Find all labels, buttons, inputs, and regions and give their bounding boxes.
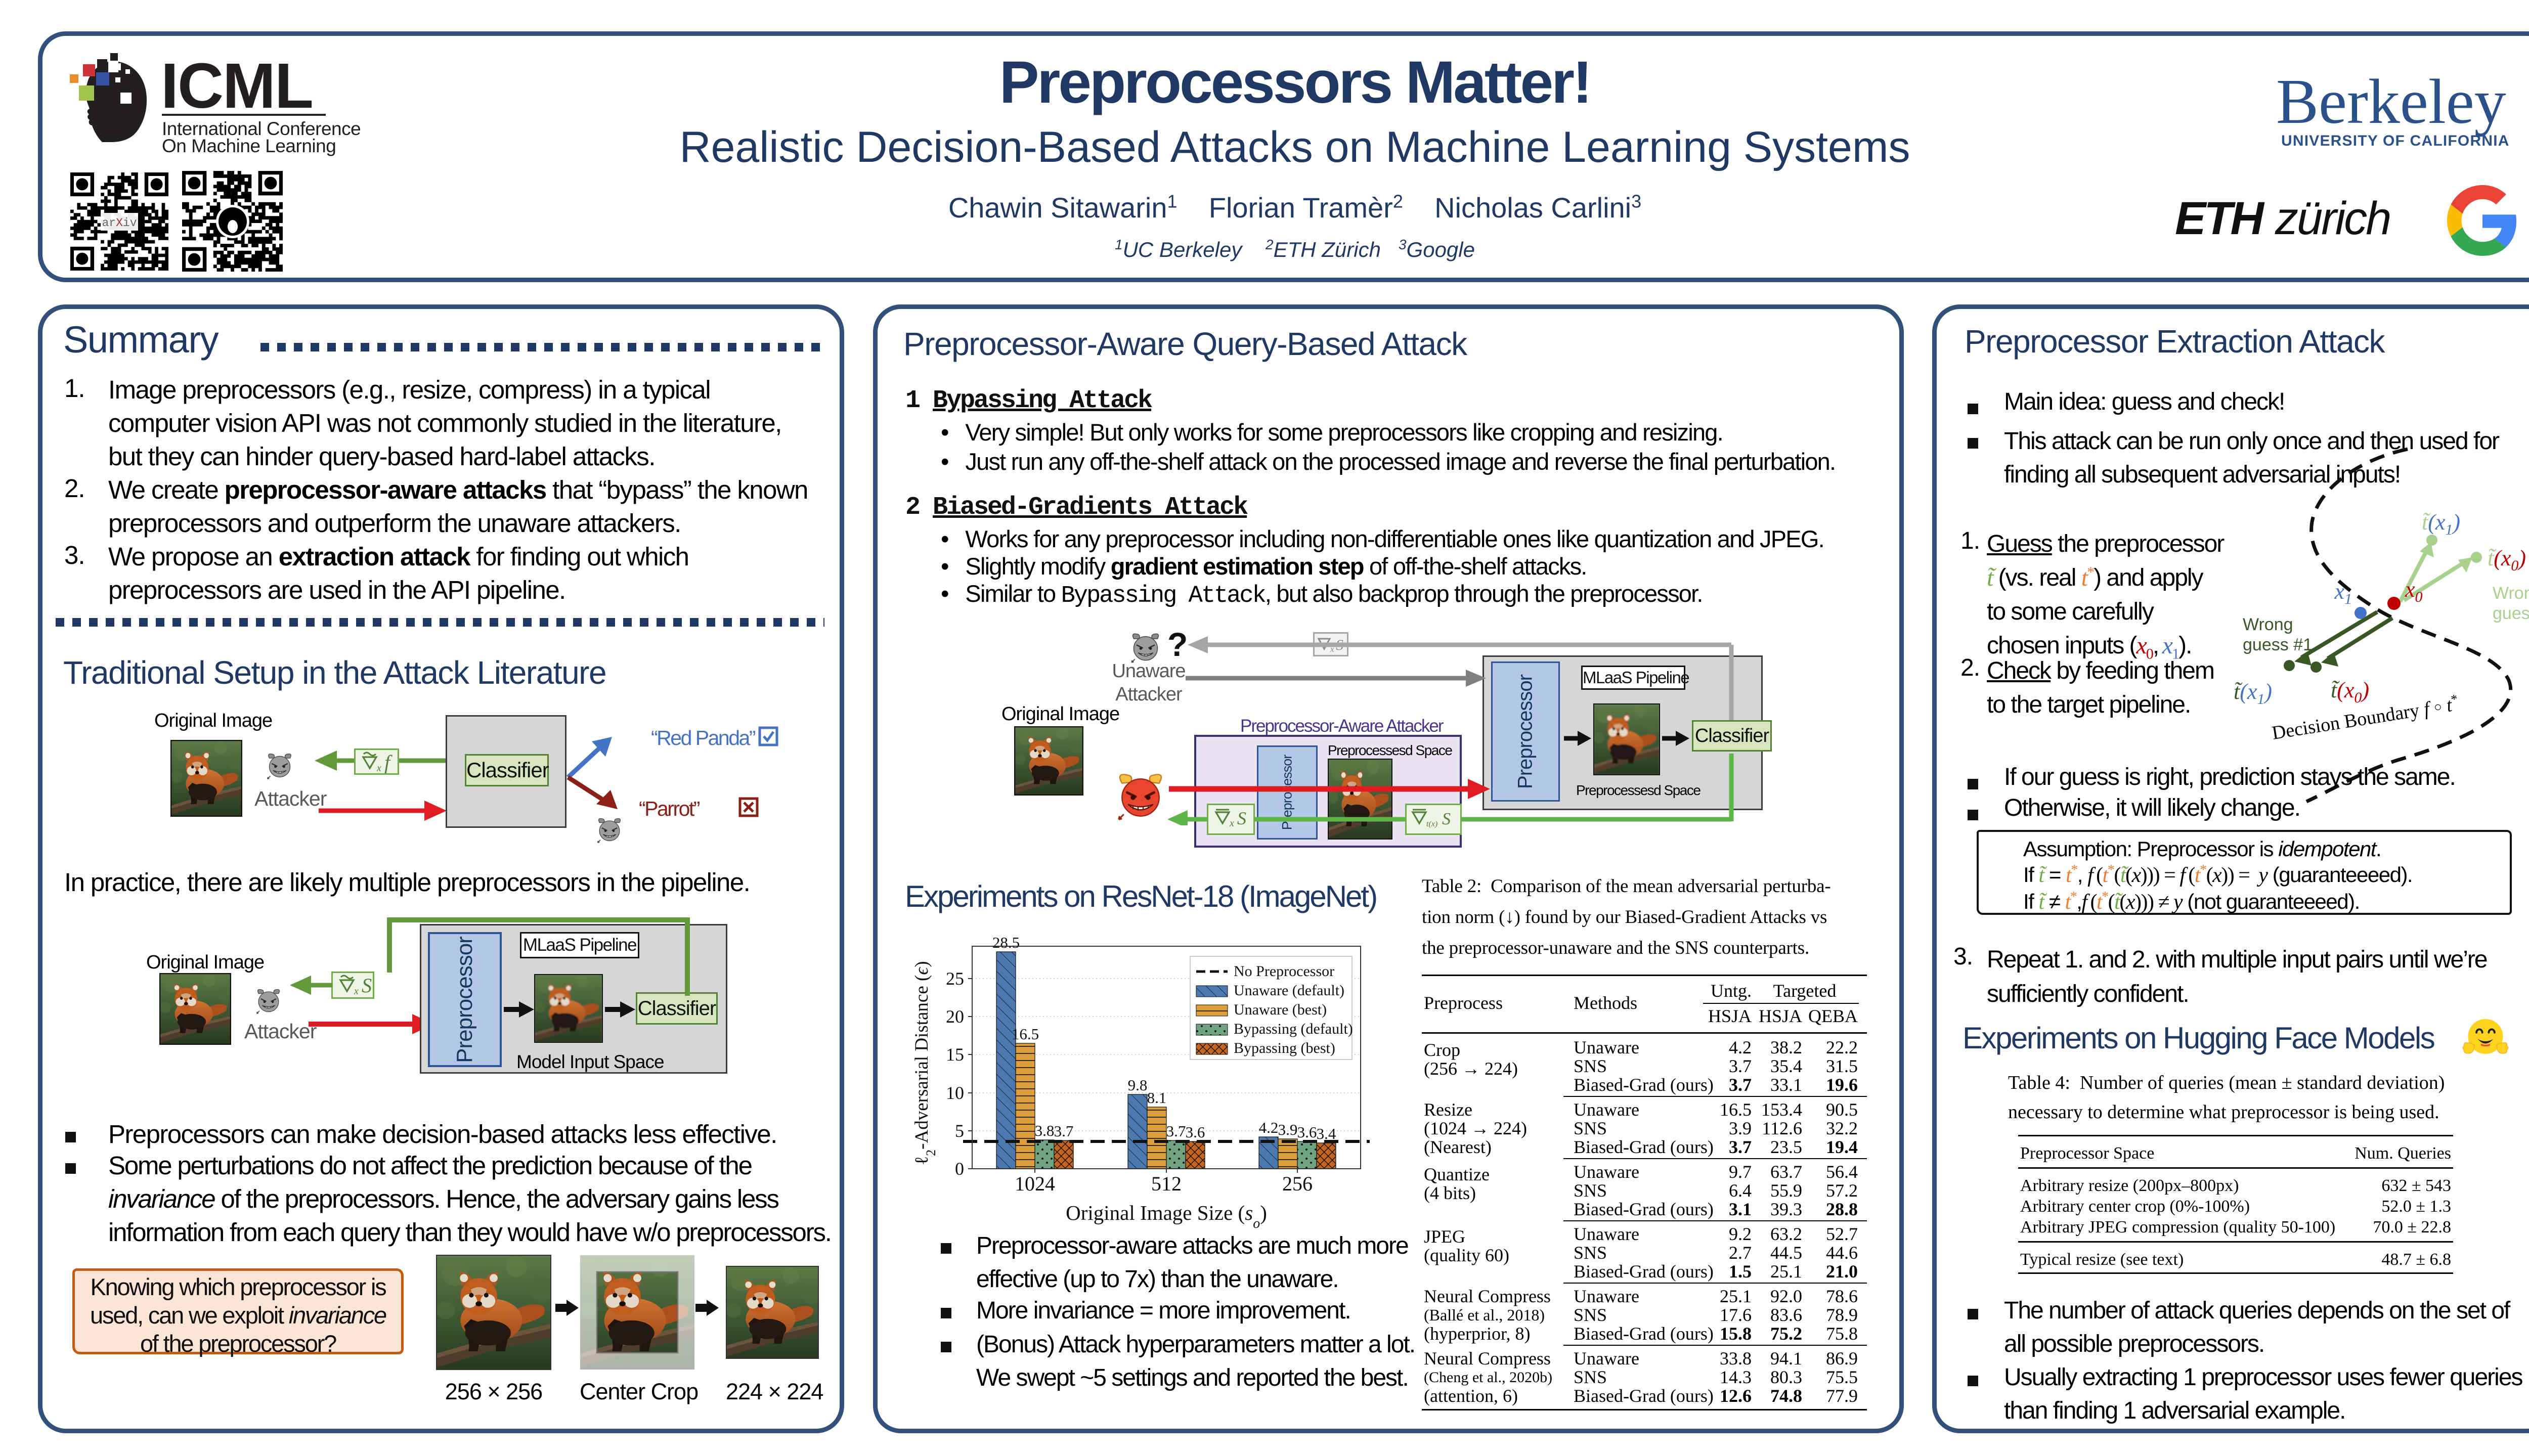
svg-text:x: x <box>1229 818 1234 829</box>
svg-text:f: f <box>384 751 393 773</box>
svg-text:International Conference: International Conference <box>162 118 361 139</box>
svg-text:t̃(x1): t̃(x1) <box>2422 510 2460 538</box>
svg-text:arXiv: arXiv <box>102 216 137 230</box>
svg-text:On Machine Learning: On Machine Learning <box>162 136 336 156</box>
svg-text:3.8: 3.8 <box>1035 1122 1055 1139</box>
svg-text:Bypassing (default): Bypassing (default) <box>1234 1021 1353 1037</box>
svg-text:3.9: 3.9 <box>1278 1121 1298 1138</box>
svg-text:S: S <box>362 974 372 997</box>
svg-text:9.8: 9.8 <box>1128 1076 1148 1094</box>
svg-text:t(x): t(x) <box>1426 820 1437 828</box>
svg-text:Wrong: Wrong <box>2243 615 2293 634</box>
svg-text:x: x <box>376 763 381 773</box>
svg-text:ℓ2-Adversarial Distance (ϵ): ℓ2-Adversarial Distance (ϵ) <box>911 961 938 1165</box>
svg-text:Bypassing (best): Bypassing (best) <box>1234 1040 1335 1056</box>
svg-text:x0: x0 <box>2405 577 2423 605</box>
svg-text:4.2: 4.2 <box>1259 1119 1279 1136</box>
svg-text:Unaware (default): Unaware (default) <box>1234 982 1344 999</box>
svg-text:S: S <box>1442 810 1451 828</box>
svg-text:x: x <box>1330 644 1334 654</box>
svg-text:0: 0 <box>955 1159 964 1179</box>
svg-text:15: 15 <box>946 1044 964 1065</box>
svg-text:256: 256 <box>1282 1172 1313 1195</box>
svg-text:ETH: ETH <box>2175 195 2265 244</box>
svg-text:Unaware (best): Unaware (best) <box>1234 1001 1327 1018</box>
svg-text:25: 25 <box>946 968 964 989</box>
svg-text:3.4: 3.4 <box>1317 1125 1336 1142</box>
svg-text:t̃(x0): t̃(x0) <box>2331 678 2369 706</box>
svg-text:10: 10 <box>946 1083 964 1103</box>
svg-text:guess #1: guess #1 <box>2243 635 2313 654</box>
svg-text:512: 512 <box>1151 1172 1182 1195</box>
svg-text:S: S <box>1237 808 1246 828</box>
svg-text:3.6: 3.6 <box>1186 1123 1205 1141</box>
svg-text:zürich: zürich <box>2275 195 2390 244</box>
svg-text:Original Image Size (so): Original Image Size (so) <box>1066 1201 1267 1231</box>
svg-text:No Preprocessor: No Preprocessor <box>1234 963 1334 980</box>
svg-text:Berkeley: Berkeley <box>2276 67 2506 137</box>
svg-text:3.7: 3.7 <box>1054 1122 1074 1140</box>
svg-text:3.6: 3.6 <box>1297 1123 1317 1141</box>
svg-text:x1: x1 <box>2334 579 2352 607</box>
svg-text:UNIVERSITY OF CALIFORNIA: UNIVERSITY OF CALIFORNIA <box>2281 133 2510 149</box>
svg-text:20: 20 <box>946 1006 964 1027</box>
svg-text:Wrong: Wrong <box>2493 584 2529 603</box>
svg-text:8.1: 8.1 <box>1147 1089 1167 1107</box>
svg-text:guess #2: guess #2 <box>2493 604 2529 623</box>
svg-text:ICML: ICML <box>161 50 313 121</box>
svg-text:5: 5 <box>955 1121 964 1141</box>
svg-text:t̃(x1): t̃(x1) <box>2234 679 2272 708</box>
svg-text:x: x <box>354 986 359 997</box>
svg-text:3.7: 3.7 <box>1166 1122 1186 1140</box>
svg-text:t̃(x0): t̃(x0) <box>2488 546 2526 574</box>
svg-text:1024: 1024 <box>1015 1172 1055 1195</box>
svg-text:28.5: 28.5 <box>992 934 1020 951</box>
svg-text:16.5: 16.5 <box>1012 1025 1039 1043</box>
